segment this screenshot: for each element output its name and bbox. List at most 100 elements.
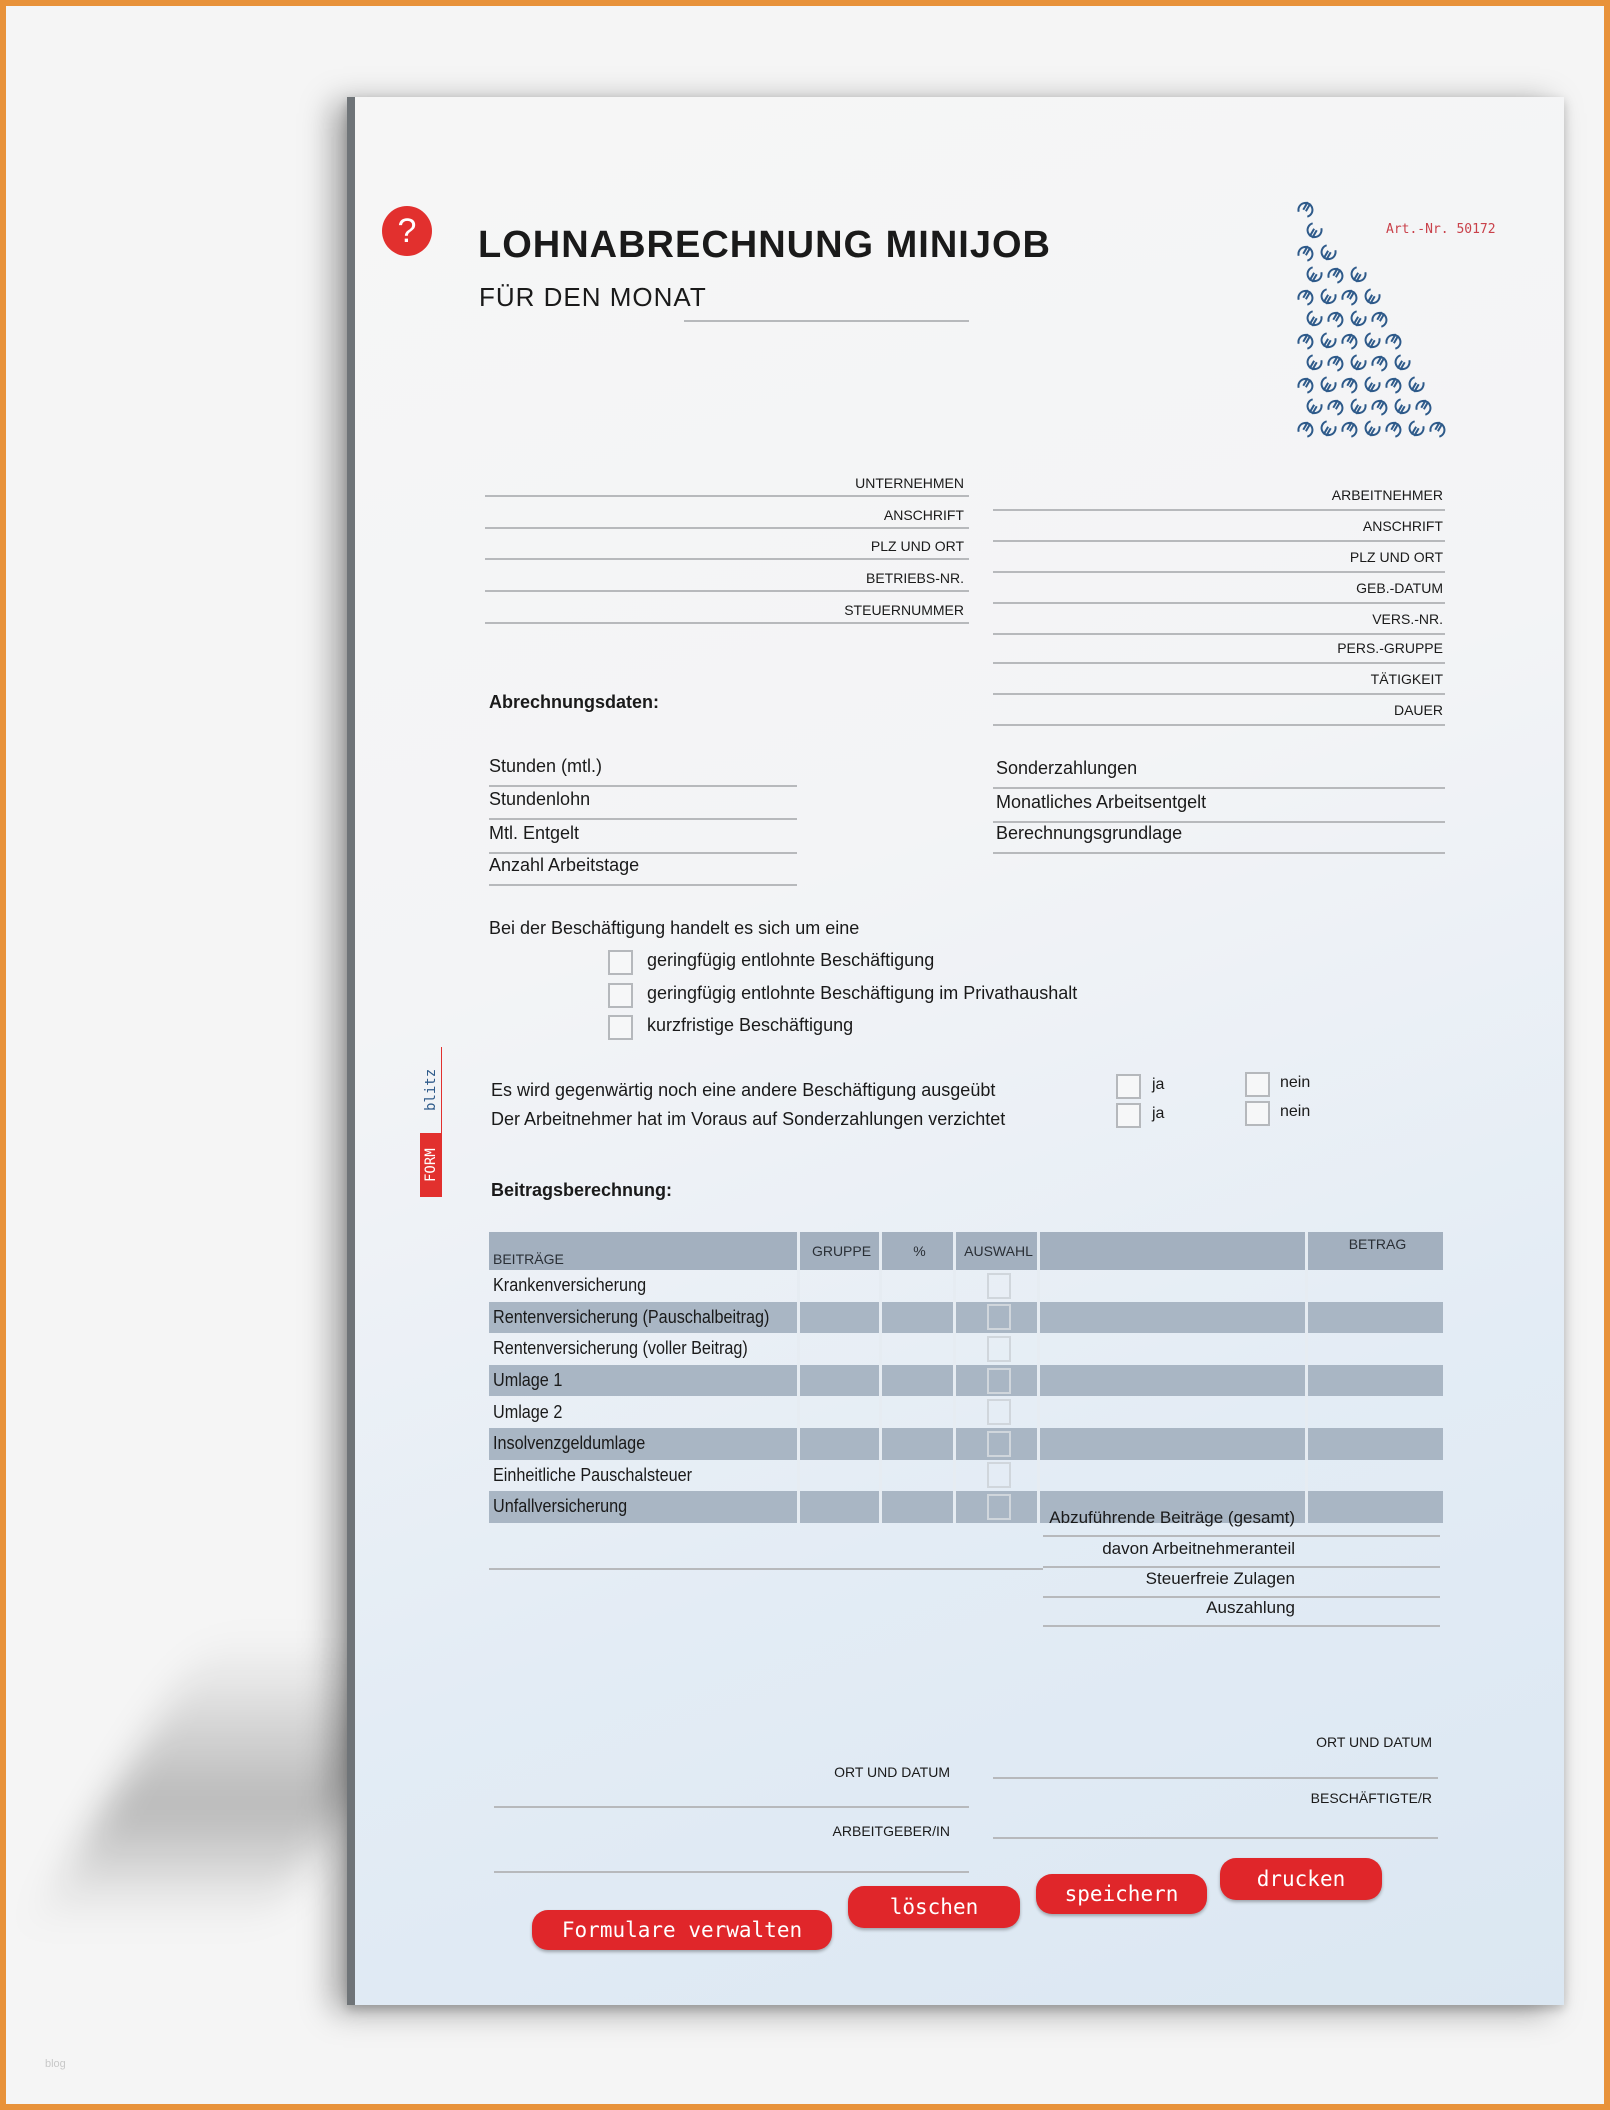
- no-checkbox[interactable]: [1245, 1101, 1270, 1126]
- select-checkbox[interactable]: [986, 1304, 1011, 1331]
- help-icon[interactable]: ?: [382, 206, 432, 256]
- select-cell: [956, 1364, 1040, 1397]
- percent-cell[interactable]: [882, 1396, 956, 1428]
- group-cell[interactable]: [800, 1364, 882, 1397]
- employee-field-input[interactable]: [993, 724, 1445, 726]
- employee-field-input[interactable]: [993, 662, 1445, 664]
- billing-left-input[interactable]: [489, 785, 797, 787]
- employer-signature-line[interactable]: [494, 1871, 969, 1873]
- billing-right-input[interactable]: [993, 787, 1445, 789]
- euro-glyph-icon: [1341, 289, 1358, 306]
- total-label: Auszahlung: [1206, 1598, 1295, 1617]
- group-cell[interactable]: [800, 1491, 882, 1523]
- col-betrag: BETRAG: [1308, 1232, 1443, 1270]
- employer-field-input[interactable]: [485, 527, 969, 529]
- percent-cell[interactable]: [882, 1364, 956, 1397]
- month-input[interactable]: [684, 320, 969, 322]
- euro-glyph-icon: [1385, 421, 1402, 438]
- employment-option-checkbox[interactable]: [608, 1015, 633, 1040]
- select-checkbox[interactable]: [986, 1462, 1011, 1489]
- select-checkbox[interactable]: [986, 1272, 1011, 1299]
- billing-heading: Abrechnungsdaten:: [489, 692, 660, 712]
- employee-signature-line[interactable]: [993, 1837, 1438, 1839]
- employer-field-input[interactable]: [485, 622, 969, 624]
- contribution-name: Krankenversicherung: [493, 1275, 647, 1296]
- select-checkbox[interactable]: [986, 1399, 1011, 1426]
- no-label: nein: [1280, 1074, 1311, 1091]
- select-checkbox[interactable]: [986, 1367, 1011, 1394]
- total-input[interactable]: [1043, 1535, 1440, 1537]
- percent-cell[interactable]: [882, 1459, 956, 1492]
- euro-glyph-icon: [1306, 266, 1323, 283]
- percent-cell[interactable]: [882, 1301, 956, 1334]
- print-button[interactable]: drucken: [1220, 1858, 1382, 1900]
- percent-cell[interactable]: [882, 1427, 956, 1460]
- blank-cell: [1040, 1427, 1308, 1460]
- total-input[interactable]: [1043, 1566, 1440, 1568]
- employer-place-date-line[interactable]: [494, 1806, 969, 1808]
- employer-field-input[interactable]: [485, 558, 969, 560]
- euro-glyph-icon: [1341, 333, 1358, 350]
- delete-button[interactable]: löschen: [848, 1886, 1020, 1928]
- amount-cell[interactable]: [1308, 1460, 1443, 1492]
- save-button[interactable]: speichern: [1036, 1874, 1207, 1914]
- total-input[interactable]: [1043, 1625, 1440, 1627]
- employment-option-checkbox[interactable]: [608, 983, 633, 1008]
- amount-cell[interactable]: [1308, 1270, 1443, 1302]
- employee-field-label: PERS.-GRUPPE: [1337, 640, 1443, 656]
- article-number: Art.-Nr. 50172: [1386, 222, 1496, 237]
- form-subtitle: FÜR DEN MONAT: [479, 282, 707, 312]
- amount-cell[interactable]: [1308, 1333, 1443, 1365]
- employee-field-input[interactable]: [993, 571, 1445, 573]
- percent-cell[interactable]: [882, 1270, 956, 1302]
- no-checkbox[interactable]: [1245, 1072, 1270, 1097]
- euro-glyph-icon: [1371, 355, 1388, 372]
- group-cell[interactable]: [800, 1396, 882, 1428]
- euro-glyph-icon: [1327, 267, 1344, 284]
- col-percent: %: [882, 1232, 956, 1270]
- contribution-name: Rentenversicherung (Pauschalbeitrag): [493, 1306, 770, 1327]
- euro-glyph-icon: [1327, 399, 1344, 416]
- employee-field-input[interactable]: [993, 540, 1445, 542]
- billing-left-input[interactable]: [489, 818, 797, 820]
- group-cell[interactable]: [800, 1270, 882, 1302]
- yes-checkbox[interactable]: [1116, 1074, 1141, 1099]
- billing-right-input[interactable]: [993, 821, 1445, 823]
- watermark: blog: [45, 2058, 66, 2070]
- total-input[interactable]: [1043, 1596, 1440, 1598]
- employer-field-label: BETRIEBS-NR.: [865, 570, 964, 586]
- percent-cell[interactable]: [882, 1491, 956, 1523]
- billing-left-input[interactable]: [489, 884, 797, 886]
- amount-cell[interactable]: [1308, 1427, 1443, 1460]
- select-checkbox[interactable]: [986, 1493, 1011, 1520]
- amount-cell[interactable]: [1308, 1396, 1443, 1428]
- euro-glyph-icon: [1394, 354, 1411, 371]
- manage-forms-button[interactable]: Formulare verwalten: [532, 1910, 832, 1950]
- col-gruppe: GRUPPE: [800, 1232, 882, 1270]
- yes-checkbox[interactable]: [1116, 1103, 1141, 1128]
- employer-field-input[interactable]: [485, 495, 969, 497]
- amount-cell[interactable]: [1308, 1491, 1443, 1523]
- employee-field-input[interactable]: [993, 633, 1445, 635]
- amount-cell[interactable]: [1308, 1301, 1443, 1334]
- percent-cell[interactable]: [882, 1333, 956, 1365]
- select-checkbox[interactable]: [986, 1430, 1011, 1457]
- employee-field-input[interactable]: [993, 602, 1445, 604]
- employee-place-date-line[interactable]: [993, 1777, 1438, 1779]
- select-checkbox[interactable]: [986, 1335, 1011, 1362]
- employment-option-checkbox[interactable]: [608, 950, 633, 975]
- blank-cell: [1040, 1396, 1308, 1428]
- group-cell[interactable]: [800, 1301, 882, 1334]
- group-cell[interactable]: [800, 1333, 882, 1365]
- billing-left-input[interactable]: [489, 852, 797, 854]
- group-cell[interactable]: [800, 1427, 882, 1460]
- contribution-name: Umlage 1: [493, 1370, 563, 1391]
- employer-field-label: ANSCHRIFT: [883, 507, 964, 523]
- employee-field-input[interactable]: [993, 509, 1445, 511]
- employee-field-input[interactable]: [993, 693, 1445, 695]
- employer-field-input[interactable]: [485, 590, 969, 592]
- contribution-cell: Insolvenzgeldumlage: [489, 1427, 800, 1460]
- group-cell[interactable]: [800, 1459, 882, 1492]
- billing-right-input[interactable]: [993, 852, 1445, 854]
- amount-cell[interactable]: [1308, 1364, 1443, 1397]
